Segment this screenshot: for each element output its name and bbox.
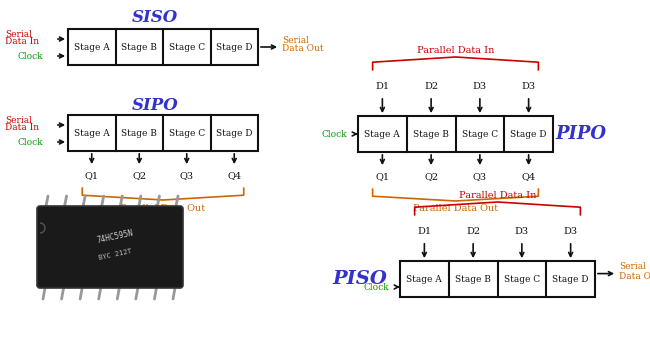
Text: Parallel Data In: Parallel Data In: [459, 191, 536, 200]
Text: Stage C: Stage C: [169, 128, 205, 137]
Text: Stage B: Stage B: [122, 42, 157, 51]
Text: Stage B: Stage B: [413, 129, 449, 138]
Text: Stage A: Stage A: [74, 42, 110, 51]
Text: Stage D: Stage D: [510, 129, 547, 138]
Text: SISO: SISO: [132, 8, 178, 25]
Text: Serial: Serial: [5, 29, 32, 39]
Text: D3: D3: [521, 82, 536, 91]
Text: Data Out: Data Out: [619, 272, 650, 281]
Text: Stage A: Stage A: [406, 274, 442, 283]
Bar: [68, 29, 258, 65]
Text: Stage B: Stage B: [122, 128, 157, 137]
Text: Data Out: Data Out: [282, 43, 324, 52]
Text: Clock: Clock: [363, 282, 389, 291]
Text: Q3: Q3: [473, 172, 487, 181]
Bar: [68, 115, 258, 151]
Text: Q1: Q1: [84, 171, 99, 180]
Text: Parallel Data Out: Parallel Data Out: [120, 203, 205, 212]
Text: Serial: Serial: [5, 116, 32, 125]
Text: 74HC595N: 74HC595N: [96, 229, 134, 245]
Text: PISO: PISO: [333, 270, 387, 288]
Text: Stage A: Stage A: [74, 128, 110, 137]
Text: Q2: Q2: [132, 171, 146, 180]
Text: D3: D3: [515, 227, 529, 236]
Text: Stage D: Stage D: [552, 274, 589, 283]
Text: Serial: Serial: [619, 262, 646, 271]
Text: D1: D1: [375, 82, 389, 91]
Text: Stage C: Stage C: [169, 42, 205, 51]
Text: Q2: Q2: [424, 172, 438, 181]
Text: SIPO: SIPO: [131, 96, 178, 113]
Text: Data In: Data In: [5, 122, 39, 132]
Text: Q4: Q4: [521, 172, 536, 181]
Text: BYC 212T: BYC 212T: [98, 248, 132, 262]
Text: Stage D: Stage D: [216, 128, 252, 137]
Text: D2: D2: [424, 82, 438, 91]
Text: Clock: Clock: [18, 51, 44, 60]
Text: D2: D2: [466, 227, 480, 236]
Text: D1: D1: [417, 227, 432, 236]
Text: Stage A: Stage A: [365, 129, 400, 138]
Text: PIPO: PIPO: [556, 125, 606, 143]
Text: Serial: Serial: [282, 35, 309, 44]
FancyBboxPatch shape: [37, 206, 183, 288]
Text: Stage B: Stage B: [455, 274, 491, 283]
Text: Clock: Clock: [322, 129, 348, 138]
Text: Stage D: Stage D: [216, 42, 252, 51]
Bar: [358, 116, 553, 152]
Text: Stage C: Stage C: [504, 274, 540, 283]
Text: D3: D3: [473, 82, 487, 91]
Text: Clock: Clock: [18, 137, 44, 146]
Text: D3: D3: [564, 227, 578, 236]
Bar: [400, 261, 595, 297]
Text: Data In: Data In: [5, 36, 39, 45]
Text: Q1: Q1: [375, 172, 389, 181]
Text: Parallel Data In: Parallel Data In: [417, 45, 494, 54]
Text: Q4: Q4: [227, 171, 241, 180]
Text: Parallel Data Out: Parallel Data Out: [413, 203, 498, 212]
Text: Q3: Q3: [179, 171, 194, 180]
Text: Stage C: Stage C: [462, 129, 498, 138]
